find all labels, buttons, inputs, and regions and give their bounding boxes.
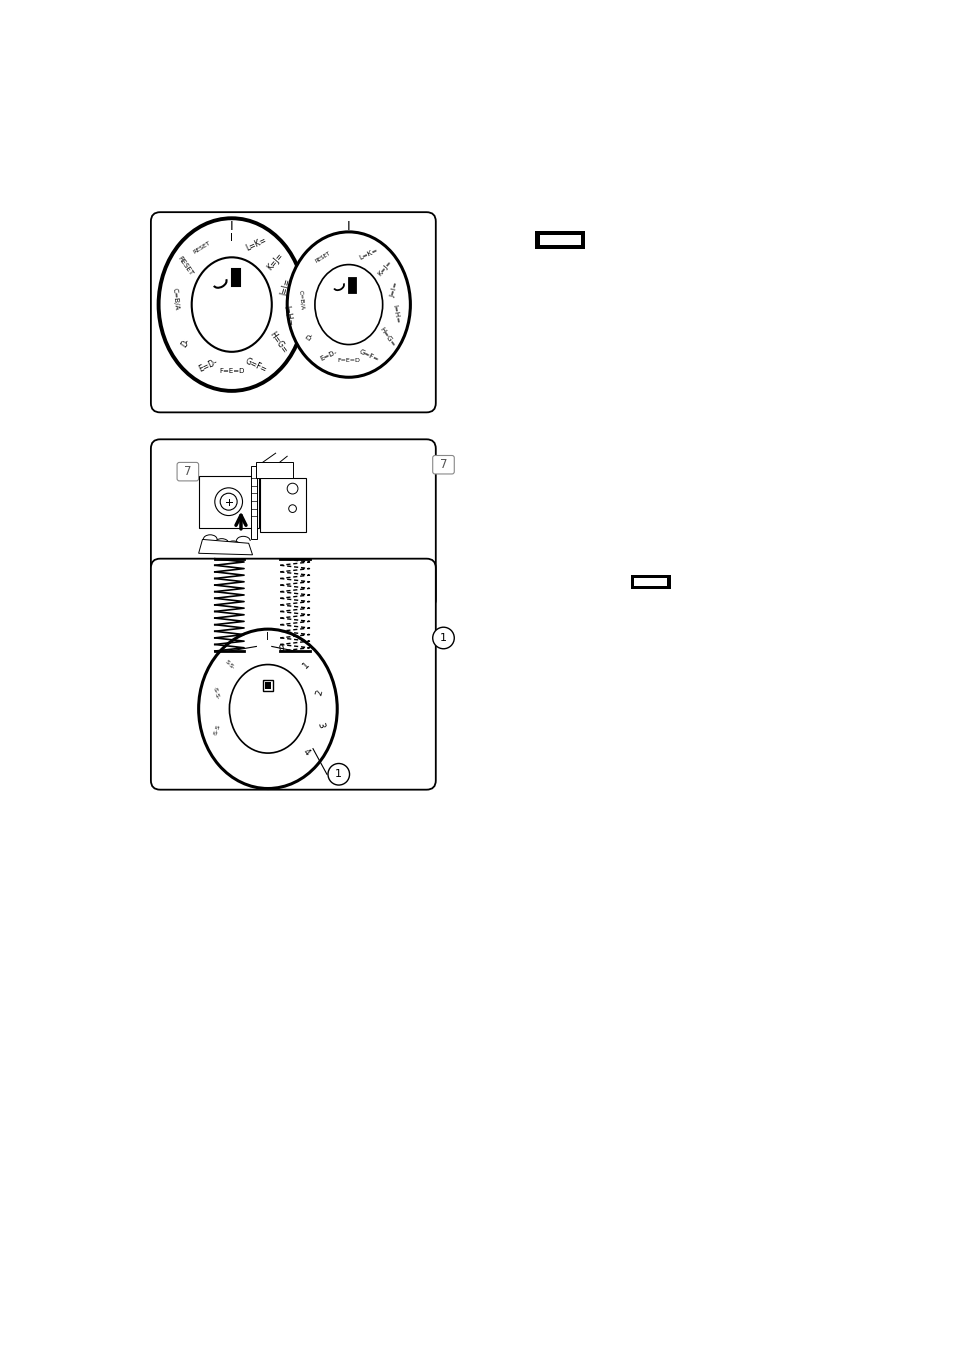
Ellipse shape: [214, 488, 242, 516]
Text: RESET: RESET: [176, 255, 194, 277]
Text: I=H=: I=H=: [281, 305, 294, 327]
Ellipse shape: [220, 493, 237, 511]
Text: K=J=: K=J=: [265, 251, 285, 272]
Text: ·S·S·: ·S·S·: [212, 685, 220, 700]
Bar: [251, 466, 257, 539]
Text: I: I: [230, 219, 233, 232]
Text: 1: 1: [335, 769, 342, 780]
Bar: [263, 680, 273, 690]
Text: 1: 1: [300, 659, 311, 670]
Text: ·S·S: ·S·S: [213, 724, 221, 736]
Text: 3: 3: [314, 721, 325, 728]
Ellipse shape: [287, 232, 410, 377]
Text: 4: 4: [300, 747, 311, 758]
Text: J=I=: J=I=: [390, 281, 399, 299]
Ellipse shape: [287, 484, 297, 494]
Text: J=I=: J=I=: [279, 278, 293, 297]
Polygon shape: [198, 539, 253, 555]
Text: G=F=: G=F=: [243, 357, 268, 374]
Ellipse shape: [289, 505, 296, 512]
Text: RESET: RESET: [314, 250, 332, 263]
Text: C=B/A: C=B/A: [172, 288, 179, 311]
Text: E=D-: E=D-: [319, 349, 337, 362]
Ellipse shape: [192, 257, 272, 351]
Ellipse shape: [229, 665, 306, 753]
Bar: [630, 574, 670, 589]
Text: F=E=D: F=E=D: [337, 358, 360, 363]
Ellipse shape: [198, 630, 336, 789]
Text: L=K=: L=K=: [244, 235, 267, 253]
Text: E=D-: E=D-: [196, 357, 218, 373]
Circle shape: [433, 627, 454, 648]
Text: F=E=D: F=E=D: [219, 369, 244, 374]
FancyBboxPatch shape: [177, 462, 198, 481]
Text: D-: D-: [305, 332, 314, 342]
FancyBboxPatch shape: [151, 212, 436, 412]
Text: D-: D-: [179, 336, 192, 349]
Text: I: I: [347, 219, 351, 232]
Text: I=H=: I=H=: [391, 304, 400, 324]
Text: RESET: RESET: [192, 240, 212, 255]
Circle shape: [328, 763, 349, 785]
Text: I: I: [230, 232, 233, 243]
Text: 7: 7: [439, 458, 447, 471]
Text: 7: 7: [184, 465, 192, 478]
FancyBboxPatch shape: [260, 478, 306, 532]
Bar: [535, 231, 584, 249]
Text: 0: 0: [277, 644, 286, 654]
FancyBboxPatch shape: [433, 455, 454, 474]
Bar: [232, 269, 239, 286]
Bar: [256, 462, 293, 478]
Ellipse shape: [314, 265, 382, 345]
Text: C=B/A: C=B/A: [297, 289, 304, 309]
FancyBboxPatch shape: [151, 559, 436, 790]
Bar: [265, 682, 271, 689]
Bar: [348, 278, 355, 293]
Text: S·S·: S·S·: [224, 659, 235, 671]
FancyBboxPatch shape: [151, 439, 436, 609]
FancyBboxPatch shape: [198, 476, 258, 528]
Ellipse shape: [158, 219, 305, 390]
Text: 2: 2: [314, 689, 325, 697]
Text: H=G=: H=G=: [378, 326, 396, 347]
Text: H=G=: H=G=: [267, 330, 289, 355]
Text: L=K=: L=K=: [358, 246, 379, 261]
Text: 1: 1: [439, 634, 447, 643]
Bar: [634, 578, 666, 586]
Text: I: I: [266, 632, 269, 642]
Bar: [539, 235, 580, 246]
Text: G=F=: G=F=: [357, 349, 379, 363]
Text: K=J=: K=J=: [376, 259, 393, 277]
